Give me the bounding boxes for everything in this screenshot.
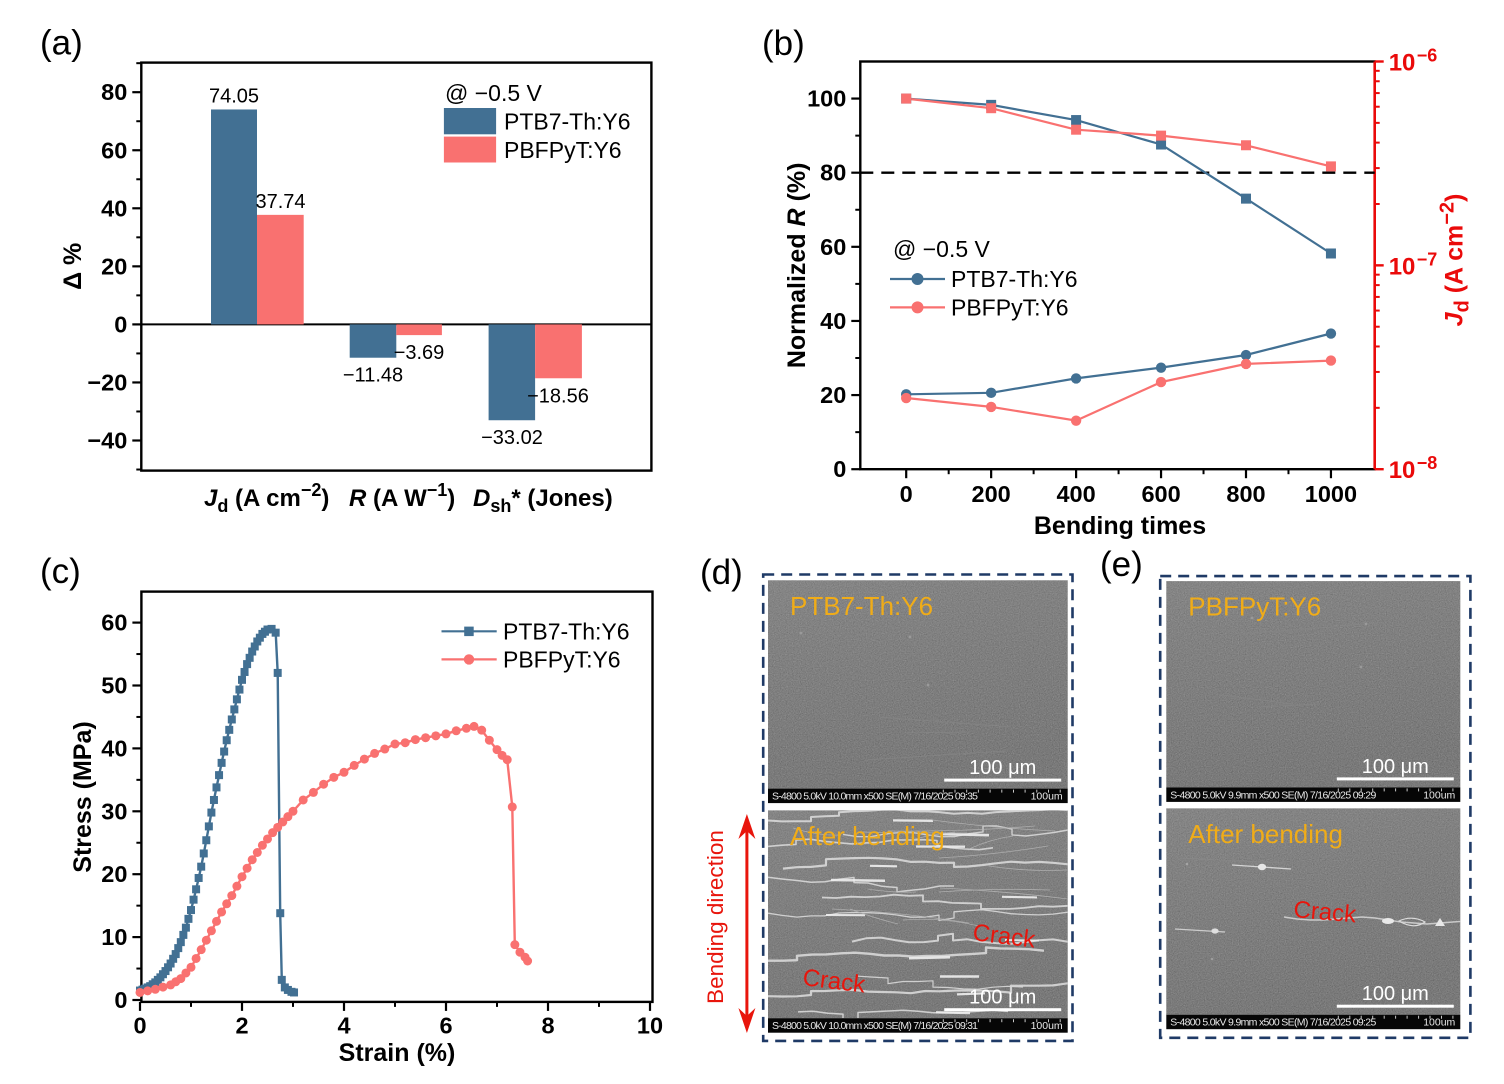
- svg-text:0: 0: [114, 311, 127, 337]
- svg-text:800: 800: [1226, 481, 1265, 507]
- svg-text:−8: −8: [1417, 453, 1438, 473]
- svg-text:PBFPyT:Y6: PBFPyT:Y6: [503, 646, 621, 672]
- svg-text:@ −0.5 V: @ −0.5 V: [893, 236, 991, 262]
- svg-text:@ −0.5 V: @ −0.5 V: [445, 80, 543, 106]
- svg-text:100 μm: 100 μm: [1362, 756, 1429, 778]
- svg-text:After bending: After bending: [790, 821, 945, 851]
- svg-text:100 μm: 100 μm: [969, 757, 1036, 779]
- svg-text:1000: 1000: [1305, 481, 1357, 507]
- svg-text:0: 0: [133, 1012, 146, 1038]
- svg-text:100um: 100um: [1031, 791, 1063, 803]
- svg-text:74.05: 74.05: [209, 85, 259, 107]
- svg-text:10: 10: [1389, 457, 1416, 484]
- svg-text:Normalized R (%): Normalized R (%): [783, 163, 811, 369]
- svg-text:PTB7-Th:Y6: PTB7-Th:Y6: [790, 591, 933, 621]
- svg-text:PBFPyT:Y6: PBFPyT:Y6: [1188, 592, 1321, 622]
- svg-text:40: 40: [101, 735, 127, 761]
- svg-text:Dsh* (Jones): Dsh* (Jones): [473, 485, 613, 516]
- svg-text:60: 60: [820, 234, 846, 260]
- svg-text:−6: −6: [1417, 46, 1438, 66]
- svg-text:0: 0: [900, 481, 913, 507]
- svg-text:−11.48: −11.48: [343, 365, 403, 387]
- svg-text:100 μm: 100 μm: [1362, 983, 1429, 1005]
- svg-text:20: 20: [101, 861, 127, 887]
- svg-text:Bending times: Bending times: [1034, 512, 1206, 540]
- svg-text:60: 60: [101, 610, 127, 636]
- svg-text:10: 10: [1389, 50, 1416, 77]
- svg-text:2: 2: [235, 1012, 248, 1038]
- svg-text:S-4800 5.0kV 10.0mm x500 SE(M): S-4800 5.0kV 10.0mm x500 SE(M) 7/16/2025…: [772, 791, 978, 803]
- svg-text:PTB7-Th:Y6: PTB7-Th:Y6: [504, 109, 631, 135]
- svg-text:100 μm: 100 μm: [969, 987, 1036, 1009]
- svg-text:600: 600: [1141, 481, 1180, 507]
- svg-text:(d): (d): [700, 553, 743, 592]
- svg-text:PBFPyT:Y6: PBFPyT:Y6: [504, 137, 622, 163]
- svg-text:−20: −20: [87, 369, 127, 395]
- svg-text:0: 0: [833, 456, 846, 482]
- svg-text:Jd (A cm−2): Jd (A cm−2): [1437, 194, 1474, 327]
- svg-text:Jd (A cm−2): Jd (A cm−2): [204, 480, 329, 516]
- svg-text:(a): (a): [40, 24, 83, 63]
- svg-text:Δ %: Δ %: [59, 243, 87, 290]
- svg-text:S-4800 5.0kV 9.9mm x500 SE(M): S-4800 5.0kV 9.9mm x500 SE(M) 7/16/2025 …: [1170, 1017, 1376, 1029]
- svg-text:Strain (%): Strain (%): [339, 1039, 456, 1067]
- svg-text:−3.69: −3.69: [394, 342, 445, 364]
- svg-text:37.74: 37.74: [255, 191, 305, 213]
- svg-text:(c): (c): [40, 552, 81, 591]
- svg-text:PTB7-Th:Y6: PTB7-Th:Y6: [503, 618, 630, 644]
- svg-text:30: 30: [101, 798, 127, 824]
- svg-text:10: 10: [101, 924, 127, 950]
- svg-text:20: 20: [101, 253, 127, 279]
- svg-text:10: 10: [1389, 253, 1416, 280]
- svg-text:400: 400: [1056, 481, 1095, 507]
- svg-text:60: 60: [101, 137, 127, 163]
- svg-text:200: 200: [972, 481, 1011, 507]
- svg-text:100um: 100um: [1031, 1020, 1063, 1032]
- svg-text:4: 4: [337, 1012, 350, 1038]
- svg-text:Crack: Crack: [1292, 896, 1358, 928]
- svg-text:Bending direction: Bending direction: [703, 830, 728, 1004]
- svg-text:−33.02: −33.02: [481, 427, 543, 449]
- svg-text:0: 0: [114, 987, 127, 1013]
- svg-text:−40: −40: [87, 428, 127, 454]
- svg-text:Stress (MPa): Stress (MPa): [69, 721, 97, 872]
- svg-text:−7: −7: [1417, 249, 1438, 269]
- svg-text:40: 40: [101, 195, 127, 221]
- svg-text:50: 50: [101, 673, 127, 699]
- svg-text:−18.56: −18.56: [527, 385, 589, 407]
- svg-text:20: 20: [820, 382, 846, 408]
- svg-text:(e): (e): [1100, 545, 1143, 584]
- svg-text:(b): (b): [762, 24, 805, 63]
- svg-text:After bending: After bending: [1188, 819, 1343, 849]
- svg-text:100um: 100um: [1423, 1017, 1455, 1029]
- svg-text:S-4800 5.0kV 9.9mm x500 SE(M): S-4800 5.0kV 9.9mm x500 SE(M) 7/16/2025 …: [1170, 789, 1376, 801]
- svg-text:PBFPyT:Y6: PBFPyT:Y6: [951, 294, 1069, 320]
- svg-text:80: 80: [820, 160, 846, 186]
- svg-text:6: 6: [439, 1012, 452, 1038]
- svg-text:100um: 100um: [1423, 789, 1455, 801]
- svg-text:8: 8: [541, 1012, 554, 1038]
- svg-text:10: 10: [637, 1012, 663, 1038]
- svg-text:100: 100: [807, 86, 846, 112]
- svg-text:R (A W−1): R (A W−1): [349, 480, 455, 512]
- svg-text:80: 80: [101, 79, 127, 105]
- svg-text:40: 40: [820, 308, 846, 334]
- svg-text:S-4800 5.0kV 10.0mm x500 SE(M): S-4800 5.0kV 10.0mm x500 SE(M) 7/16/2025…: [772, 1020, 978, 1032]
- svg-text:PTB7-Th:Y6: PTB7-Th:Y6: [951, 266, 1078, 292]
